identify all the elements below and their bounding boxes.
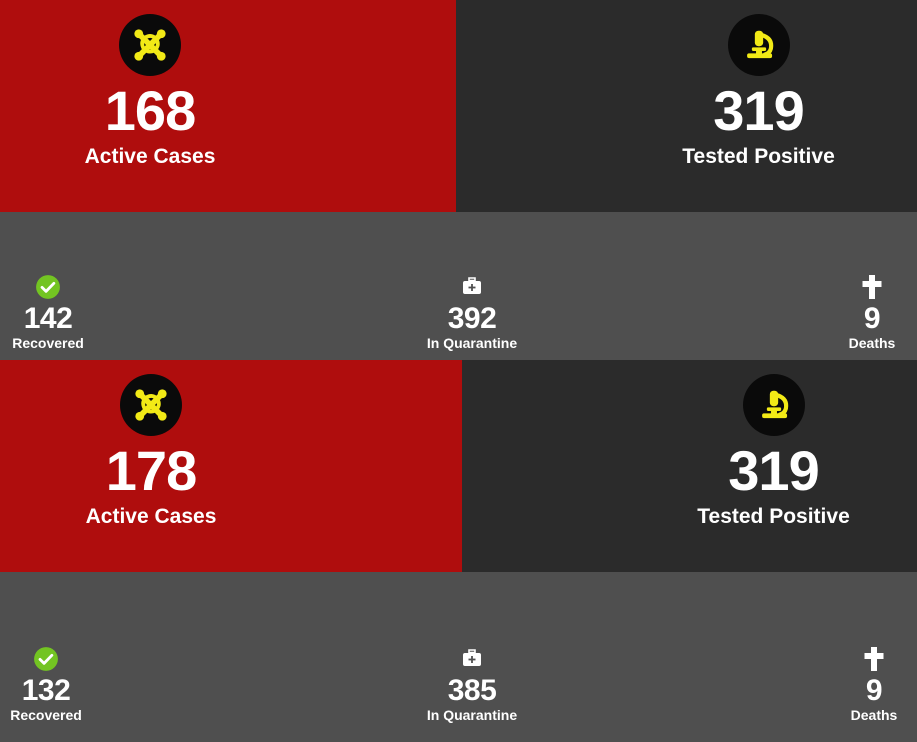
active-cases-label: Active Cases bbox=[85, 504, 217, 528]
tested-positive-card[interactable]: 319 Tested Positive bbox=[456, 0, 917, 212]
cross-icon bbox=[861, 272, 883, 302]
in-quarantine-label: In Quarantine bbox=[426, 335, 518, 352]
microscope-icon bbox=[742, 374, 805, 436]
stats-strip: 142 Recovered 392 In Quarantine bbox=[0, 212, 917, 360]
tested-positive-value: 319 bbox=[713, 79, 804, 142]
in-quarantine-value: 385 bbox=[447, 674, 497, 708]
tested-positive-card[interactable]: 319 Tested Positive bbox=[462, 360, 917, 572]
in-quarantine-stat[interactable]: 392 In Quarantine bbox=[392, 272, 552, 360]
tested-positive-label: Tested Positive bbox=[682, 144, 835, 168]
recovered-stat[interactable]: 142 Recovered bbox=[0, 272, 96, 360]
active-cases-value: 168 bbox=[104, 79, 196, 142]
active-cases-value: 178 bbox=[105, 439, 197, 502]
deaths-label: Deaths bbox=[848, 335, 896, 352]
deaths-value: 9 bbox=[863, 302, 881, 336]
cross-icon bbox=[863, 644, 885, 674]
deaths-value: 9 bbox=[865, 674, 883, 708]
check-circle-icon bbox=[35, 272, 61, 302]
tested-positive-value: 319 bbox=[728, 439, 819, 502]
stats-widget: 178 Active Cases 319 bbox=[0, 360, 917, 732]
stats-widget: 168 Active Cases 319 bbox=[0, 0, 917, 360]
check-circle-icon bbox=[33, 644, 59, 674]
in-quarantine-stat[interactable]: 385 In Quarantine bbox=[392, 644, 552, 732]
virus-icon bbox=[120, 374, 182, 436]
recovered-stat[interactable]: 132 Recovered bbox=[0, 644, 92, 732]
virus-icon bbox=[119, 14, 181, 76]
tested-positive-label: Tested Positive bbox=[697, 504, 850, 528]
in-quarantine-value: 392 bbox=[447, 302, 497, 336]
recovered-label: Recovered bbox=[12, 335, 84, 352]
active-cases-label: Active Cases bbox=[84, 144, 216, 168]
stats-strip: 132 Recovered 385 In Quarantine bbox=[0, 572, 917, 732]
deaths-label: Deaths bbox=[850, 707, 898, 724]
recovered-label: Recovered bbox=[10, 707, 82, 724]
medical-bag-icon bbox=[460, 272, 484, 302]
hero-row: 178 Active Cases 319 bbox=[0, 360, 917, 572]
microscope-icon bbox=[727, 14, 790, 76]
deaths-stat[interactable]: 9 Deaths bbox=[827, 272, 917, 360]
recovered-value: 132 bbox=[21, 674, 71, 708]
medical-bag-icon bbox=[460, 644, 484, 674]
active-cases-card[interactable]: 168 Active Cases bbox=[0, 0, 456, 212]
hero-row: 168 Active Cases 319 bbox=[0, 0, 917, 212]
in-quarantine-label: In Quarantine bbox=[426, 707, 518, 724]
recovered-value: 142 bbox=[23, 302, 73, 336]
deaths-stat[interactable]: 9 Deaths bbox=[831, 644, 917, 732]
active-cases-card[interactable]: 178 Active Cases bbox=[0, 360, 462, 572]
